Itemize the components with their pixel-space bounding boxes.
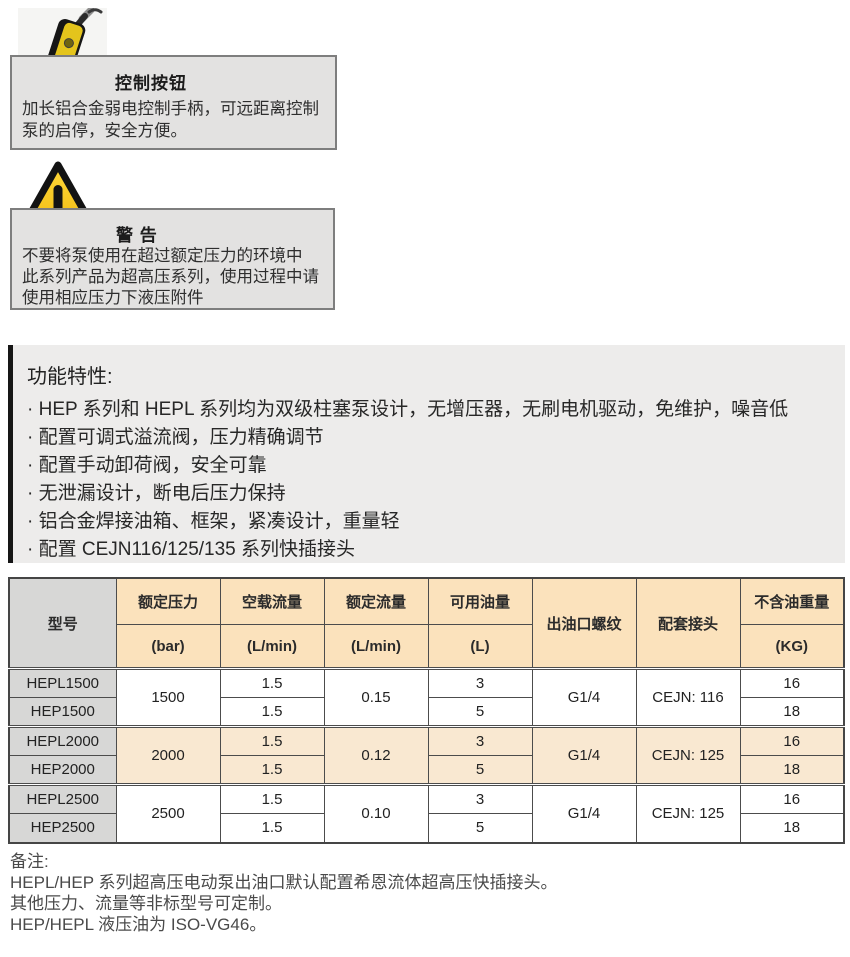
cell-no-load: 1.5 <box>219 726 325 756</box>
cell-oil: 5 <box>427 755 533 786</box>
table-unit-row: (bar) (L/min) (L/min) (L) (KG) <box>9 624 845 670</box>
cell-model: HEP2000 <box>8 755 117 786</box>
feature-item: · 配置可调式溢流阀，压力精确调节 <box>27 427 324 448</box>
cell-thread: G1/4 <box>531 668 637 728</box>
cell-oil: 3 <box>427 784 533 814</box>
table-header-row: 型号 额定压力 空载流量 额定流量 可用油量 出油口螺纹 配套接头 不含油重量 <box>8 577 845 670</box>
cell-no-load: 1.5 <box>219 813 325 843</box>
cell-weight: 18 <box>739 755 845 786</box>
cell-pressure: 2000 <box>115 726 221 786</box>
note-line: HEPL/HEP 系列超高压电动泵出油口默认配置希恩流体超高压快插接头。 <box>10 873 558 892</box>
cell-thread: G1/4 <box>531 784 637 843</box>
cell-no-load: 1.5 <box>219 668 325 698</box>
warning-text: 不要将泵使用在超过额定压力的环境中 此系列产品为超高压系列，使用过程中请 使用相… <box>22 246 334 309</box>
feature-item: · 配置手动卸荷阀，安全可靠 <box>27 455 267 476</box>
features-title: 功能特性: <box>27 366 113 388</box>
cell-pressure: 2500 <box>115 784 221 843</box>
cell-no-load: 1.5 <box>219 697 325 728</box>
col-header-model: 型号 <box>8 577 117 670</box>
cell-thread: G1/4 <box>531 726 637 786</box>
unit-rated-pressure: (bar) <box>115 624 221 670</box>
cell-model: HEPL1500 <box>8 668 117 698</box>
cell-weight: 16 <box>739 726 845 756</box>
cell-no-load: 1.5 <box>219 784 325 814</box>
col-header-no-load-flow: 空载流量 <box>219 577 325 625</box>
cell-rated-flow: 0.12 <box>323 726 429 786</box>
table-row: HEP1500 1.5 5 18 <box>8 697 845 728</box>
unit-usable-oil: (L) <box>427 624 533 670</box>
control-button-title: 控制按钮 <box>115 74 187 93</box>
col-header-rated-pressure: 额定压力 <box>115 577 221 625</box>
cell-coupling: CEJN: 125 <box>635 784 741 843</box>
cell-pressure: 1500 <box>115 668 221 728</box>
unit-rated-flow: (L/min) <box>323 624 429 670</box>
warning-line: 不要将泵使用在超过额定压力的环境中 <box>22 247 303 265</box>
feature-item: · 配置 CEJN116/125/135 系列快插接头 <box>27 539 356 560</box>
notes-title: 备注: <box>10 852 49 871</box>
features-panel: 功能特性: · HEP 系列和 HEPL 系列均为双级柱塞泵设计，无增压器，无刷… <box>8 345 845 563</box>
cell-oil: 5 <box>427 813 533 843</box>
cell-weight: 18 <box>739 813 845 843</box>
feature-item: · 无泄漏设计，断电后压力保持 <box>27 483 286 504</box>
col-header-weight: 不含油重量 <box>739 577 845 625</box>
cell-no-load: 1.5 <box>219 755 325 786</box>
cell-model: HEP2500 <box>8 813 117 843</box>
cell-model: HEPL2500 <box>8 784 117 814</box>
cell-model: HEP1500 <box>8 697 117 728</box>
cell-oil: 3 <box>427 668 533 698</box>
warning-panel: 警 告 不要将泵使用在超过额定压力的环境中 此系列产品为超高压系列，使用过程中请… <box>10 208 335 310</box>
col-header-usable-oil: 可用油量 <box>427 577 533 625</box>
table-row: HEPL1500 1500 1.5 0.15 3 G1/4 CEJN: 116 … <box>8 668 845 728</box>
warning-line: 此系列产品为超高压系列，使用过程中请 <box>22 268 319 286</box>
warning-title: 警 告 <box>116 226 158 245</box>
table-row: HEPL2500 2500 1.5 0.10 3 G1/4 CEJN: 125 … <box>8 784 845 843</box>
table-row: HEPL2000 2000 1.5 0.12 3 G1/4 CEJN: 125 … <box>8 726 845 786</box>
cell-rated-flow: 0.15 <box>323 668 429 728</box>
table-row: HEP2000 1.5 5 18 <box>8 755 845 786</box>
note-line: HEP/HEPL 液压油为 ISO-VG46。 <box>10 915 267 934</box>
col-header-outlet-thread: 出油口螺纹 <box>531 577 637 670</box>
cell-weight: 16 <box>739 784 845 814</box>
col-header-coupling: 配套接头 <box>635 577 741 670</box>
unit-weight: (KG) <box>739 624 845 670</box>
note-line: 其他压力、流量等非标型号可定制。 <box>10 894 282 913</box>
spec-table: 型号 额定压力 空载流量 额定流量 可用油量 出油口螺纹 配套接头 不含油重量 … <box>8 577 845 844</box>
cell-oil: 3 <box>427 726 533 756</box>
cell-weight: 18 <box>739 697 845 728</box>
cell-model: HEPL2000 <box>8 726 117 756</box>
cell-oil: 5 <box>427 697 533 728</box>
cell-coupling: CEJN: 116 <box>635 668 741 728</box>
table-row: HEP2500 1.5 5 18 <box>8 813 845 843</box>
col-header-rated-flow: 额定流量 <box>323 577 429 625</box>
control-button-panel: 控制按钮 加长铝合金弱电控制手柄，可远距离控制泵的启停，安全方便。 <box>10 55 337 150</box>
cell-weight: 16 <box>739 668 845 698</box>
feature-item: · HEP 系列和 HEPL 系列均为双级柱塞泵设计，无增压器，无刷电机驱动，免… <box>27 399 789 420</box>
feature-item: · 铝合金焊接油箱、框架，紧凑设计，重量轻 <box>27 511 400 532</box>
cell-rated-flow: 0.10 <box>323 784 429 843</box>
unit-no-load-flow: (L/min) <box>219 624 325 670</box>
cell-coupling: CEJN: 125 <box>635 726 741 786</box>
warning-line: 使用相应压力下液压附件 <box>22 289 204 307</box>
notes-section: 备注: HEPL/HEP 系列超高压电动泵出油口默认配置希恩流体超高压快插接头。… <box>10 851 558 935</box>
control-button-description: 加长铝合金弱电控制手柄，可远距离控制泵的启停，安全方便。 <box>22 100 319 140</box>
